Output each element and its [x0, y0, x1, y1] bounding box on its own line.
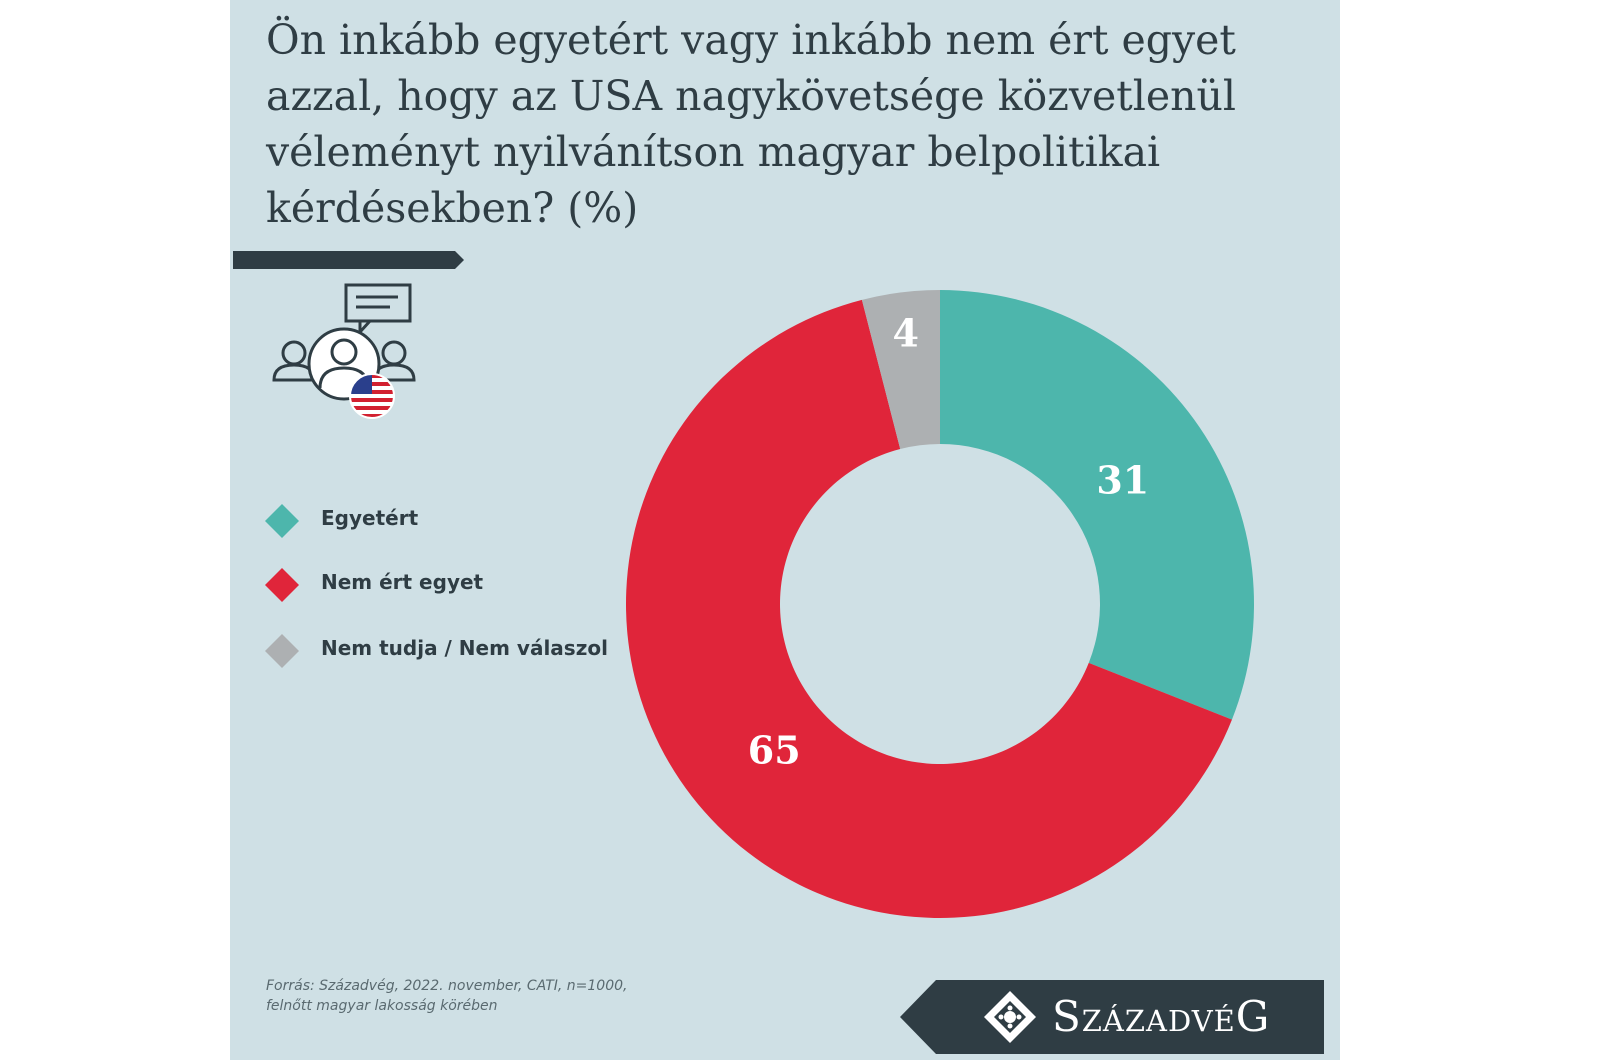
people-speech-us-flag-icon [272, 283, 416, 419]
legend-label-egyetert: Egyetért [321, 506, 419, 530]
legend-label-nem-tudja: Nem tudja / Nem válaszol [321, 636, 608, 660]
title-underline-bar [233, 251, 464, 269]
data-label-egyetert: 31 [1096, 457, 1149, 502]
source-note: Forrás: Századvég, 2022. november, CATI,… [266, 976, 686, 1016]
ornament-diamond-icon [984, 991, 1036, 1043]
slice-nem-tudja [861, 290, 940, 450]
chart-title: Ön inkább egyetért vagy inkább nem ért e… [266, 16, 1237, 232]
logo-wordmark: SzázadvéG [1052, 992, 1271, 1041]
legend-label-nem-ert-egyet: Nem ért egyet [321, 570, 484, 594]
logo-bar [900, 980, 1324, 1054]
slice-egyetert [940, 290, 1254, 720]
data-label-nem-tudja: 4 [893, 311, 919, 356]
source-line-2: felnőtt magyar lakosság körében [266, 998, 498, 1014]
legend-swatch-nem-tudja [265, 634, 299, 668]
legend-swatch-egyetert [265, 504, 299, 538]
slice-nem-ert-egyet [626, 299, 1232, 919]
legend-swatch-nem-ert-egyet [265, 568, 299, 602]
donut-chart: 31 65 4 [626, 290, 1254, 919]
source-line-1: Forrás: Századvég, 2022. november, CATI,… [266, 978, 628, 994]
data-label-nem-ert-egyet: 65 [748, 728, 801, 773]
